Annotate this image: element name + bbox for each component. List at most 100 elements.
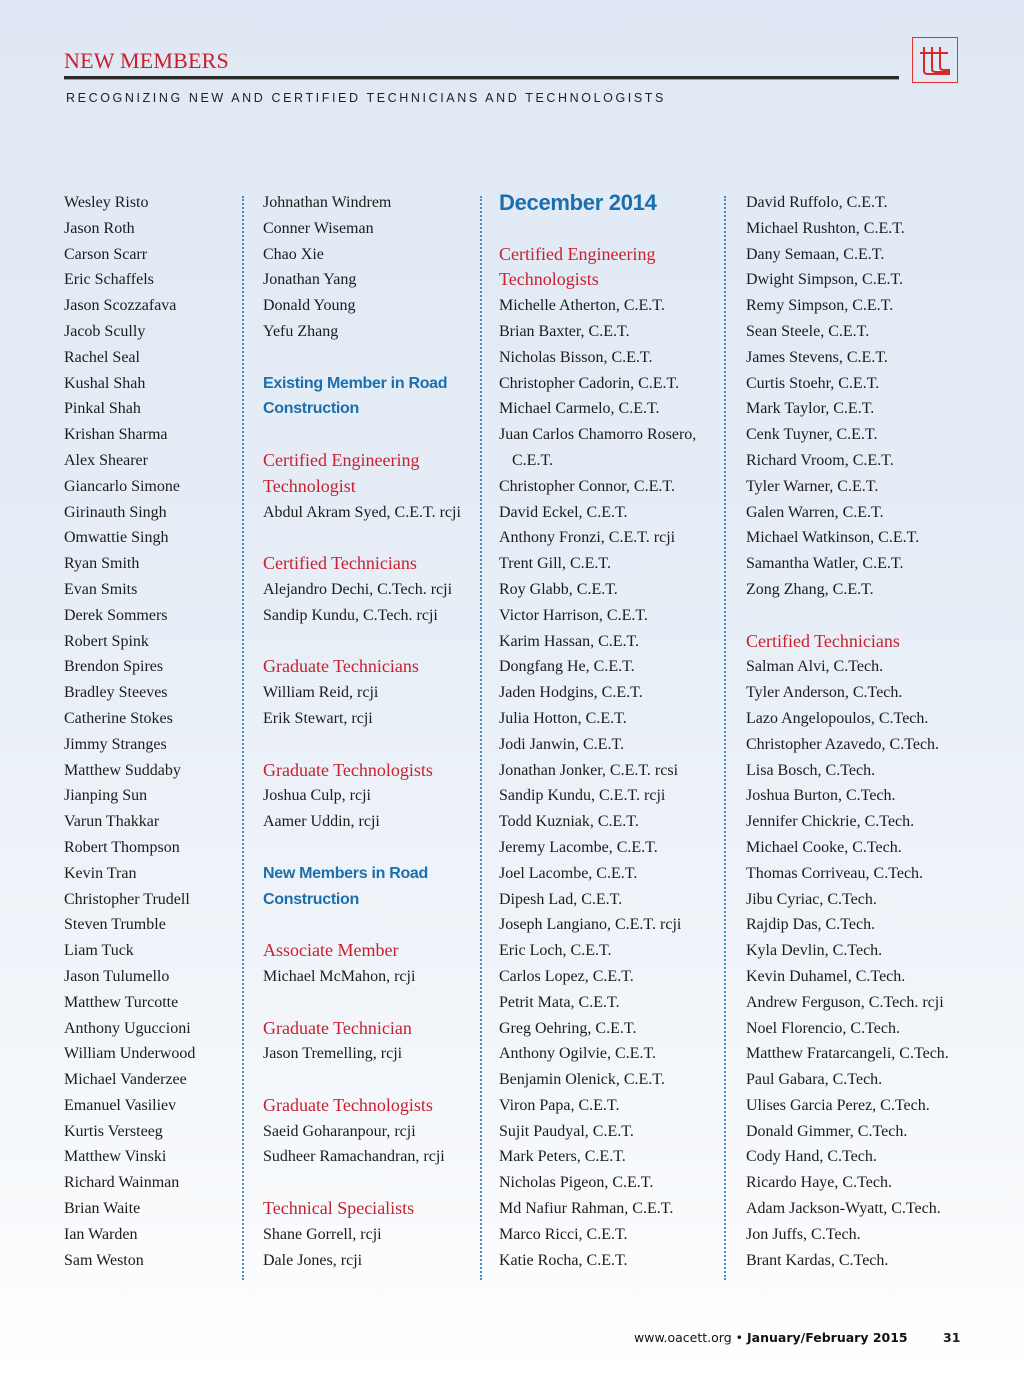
- section-heading: Technologists: [499, 269, 599, 290]
- month-heading: December 2014: [499, 190, 657, 215]
- member-name: Petrit Mata, C.E.T.: [499, 993, 620, 1011]
- member-name: Omwattie Singh: [64, 529, 169, 547]
- member-name: Adam Jackson-Wyatt, C.Tech.: [746, 1200, 941, 1218]
- member-name: Sujit Paudyal, C.E.T.: [499, 1122, 634, 1140]
- member-name: Joshua Culp, rcji: [263, 787, 371, 805]
- spacer: [263, 345, 461, 371]
- spacer: [263, 1067, 461, 1093]
- member-name: Salman Alvi, C.Tech.: [746, 658, 884, 676]
- member-name: Joshua Burton, C.Tech.: [746, 787, 896, 805]
- member-name: Viron Papa, C.E.T.: [499, 1096, 620, 1114]
- member-name: Noel Florencio, C.Tech.: [746, 1019, 900, 1037]
- member-name: Ryan Smith: [64, 555, 140, 573]
- member-name: Michael McMahon, rcji: [263, 967, 416, 985]
- member-name: Anthony Ogilvie, C.E.T.: [499, 1045, 657, 1063]
- member-name: Krishan Sharma: [64, 426, 168, 444]
- column-separator: [724, 196, 726, 1280]
- spacer: [263, 912, 461, 938]
- member-name: David Ruffolo, C.E.T.: [746, 194, 888, 211]
- member-name: Nicholas Bisson, C.E.T.: [499, 348, 653, 366]
- member-name: Curtis Stoehr, C.E.T.: [746, 374, 880, 392]
- member-name: Jimmy Stranges: [64, 735, 167, 753]
- member-name: Alex Shearer: [64, 451, 148, 469]
- member-name: Cenk Tuyner, C.E.T.: [746, 426, 878, 444]
- section-heading: Certified Engineering: [263, 449, 420, 470]
- member-name: Jibu Cyriac, C.Tech.: [746, 890, 877, 908]
- member-name: Sudheer Ramachandran, rcji: [263, 1148, 445, 1166]
- member-name: Andrew Ferguson, C.Tech. rcji: [746, 993, 944, 1011]
- member-name: Robert Thompson: [64, 838, 180, 856]
- footer-url[interactable]: www.oacett.org: [634, 1330, 732, 1345]
- spacer: [263, 990, 461, 1016]
- member-name: Chao Xie: [263, 245, 324, 263]
- oacett-logo: [912, 37, 958, 83]
- section-heading: Technical Specialists: [263, 1198, 415, 1219]
- member-name: Ian Warden: [64, 1225, 138, 1243]
- member-name: William Underwood: [64, 1045, 196, 1063]
- member-name: Md Nafiur Rahman, C.E.T.: [499, 1200, 674, 1218]
- column-4: David Ruffolo, C.E.T. Michael Rushton, C.…: [746, 190, 949, 1273]
- member-name: Emanuel Vasiliev: [64, 1096, 177, 1114]
- member-name: Rajdip Das, C.Tech.: [746, 916, 876, 934]
- member-name: Cody Hand, C.Tech.: [746, 1148, 877, 1166]
- member-name: Tyler Warner, C.E.T.: [746, 477, 879, 495]
- section-heading: Associate Member: [263, 940, 399, 961]
- member-name: Samantha Watler, C.E.T.: [746, 555, 904, 573]
- member-name: Girinauth Singh: [64, 503, 167, 521]
- member-name: Benjamin Olenick, C.E.T.: [499, 1071, 665, 1089]
- member-name: Bradley Steeves: [64, 684, 168, 702]
- member-name: Lisa Bosch, C.Tech.: [746, 761, 876, 779]
- member-name: Matthew Turcotte: [64, 993, 179, 1011]
- member-name: Johnathan Windrem: [263, 194, 392, 211]
- member-name: Roy Glabb, C.E.T.: [499, 580, 618, 598]
- section-heading: Graduate Technicians: [263, 656, 419, 677]
- member-name: Kevin Duhamel, C.Tech.: [746, 967, 906, 985]
- member-name: Wesley Risto: [64, 194, 149, 211]
- member-name: Christopher Azavedo, C.Tech.: [746, 735, 940, 753]
- member-name: Rachel Seal: [64, 348, 140, 366]
- member-name: Carlos Lopez, C.E.T.: [499, 967, 634, 985]
- member-name: Lazo Angelopoulos, C.Tech.: [746, 709, 929, 727]
- spacer: [263, 1170, 461, 1196]
- member-name: Michael Rushton, C.E.T.: [746, 219, 905, 237]
- member-name: Zong Zhang, C.E.T.: [746, 580, 874, 598]
- member-name: Jeremy Lacombe, C.E.T.: [499, 838, 658, 856]
- member-name: Robert Spink: [64, 632, 149, 650]
- member-name: Brendon Spires: [64, 658, 164, 676]
- member-name: David Eckel, C.E.T.: [499, 503, 628, 521]
- column-2: Johnathan Windrem Conner Wiseman Chao Xie J…: [263, 190, 461, 1273]
- member-name: Trent Gill, C.E.T.: [499, 555, 612, 573]
- member-name: Brant Kardas, C.Tech.: [746, 1251, 889, 1269]
- member-name: Galen Warren, C.E.T.: [746, 503, 884, 521]
- member-name: Matthew Suddaby: [64, 761, 181, 779]
- member-name: Evan Smits: [64, 580, 138, 598]
- column-separator: [480, 196, 482, 1280]
- spacer: [263, 629, 461, 655]
- member-name: Abdul Akram Syed, C.E.T. rcji: [263, 503, 461, 521]
- member-name: Jonathan Jonker, C.E.T. rcsi: [499, 761, 679, 779]
- member-name: Christopher Cadorin, C.E.T.: [499, 374, 680, 392]
- member-name: Anthony Uguccioni: [64, 1019, 191, 1037]
- section-heading: Graduate Technologists: [263, 1094, 433, 1115]
- section-heading: Graduate Technician: [263, 1017, 412, 1038]
- member-name: Matthew Vinski: [64, 1148, 167, 1166]
- subsection-heading: Construction: [263, 890, 359, 908]
- member-name: Kurtis Versteeg: [64, 1122, 163, 1140]
- subsection-heading: Construction: [263, 400, 359, 418]
- member-name: Richard Vroom, C.E.T.: [746, 451, 894, 469]
- member-name: Ricardo Haye, C.Tech.: [746, 1174, 892, 1192]
- member-name: Dale Jones, rcji: [263, 1251, 363, 1269]
- member-name: Brian Waite: [64, 1200, 141, 1218]
- member-name: Julia Hotton, C.E.T.: [499, 709, 627, 727]
- member-name: Dany Semaan, C.E.T.: [746, 245, 885, 263]
- member-name: Jason Tremelling, rcji: [263, 1045, 403, 1063]
- section-heading: Technologist: [263, 475, 356, 496]
- member-name: Sam Weston: [64, 1251, 144, 1269]
- member-name: Jonathan Yang: [263, 271, 357, 289]
- section-heading: Certified Technicians: [263, 553, 417, 574]
- spacer: [499, 216, 696, 242]
- member-name: Sean Steele, C.E.T.: [746, 322, 870, 340]
- member-name: Yefu Zhang: [263, 322, 339, 340]
- page-number: 31: [943, 1330, 961, 1345]
- member-name: Donald Young: [263, 297, 356, 315]
